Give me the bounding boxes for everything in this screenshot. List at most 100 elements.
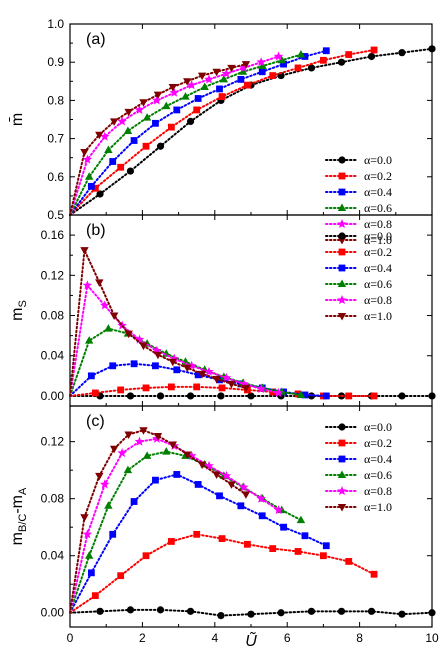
data-point bbox=[152, 95, 162, 105]
data-point bbox=[130, 498, 138, 505]
legend-marker bbox=[337, 219, 347, 229]
series-2 bbox=[69, 47, 330, 216]
data-point bbox=[197, 461, 207, 469]
legend-marker bbox=[338, 248, 346, 256]
data-point bbox=[142, 113, 152, 121]
data-point bbox=[142, 384, 150, 392]
data-point bbox=[186, 450, 197, 460]
data-point bbox=[130, 360, 138, 368]
data-point bbox=[301, 53, 309, 60]
data-point bbox=[212, 68, 221, 77]
data-point bbox=[96, 190, 104, 198]
series-4 bbox=[69, 280, 284, 397]
data-point bbox=[239, 62, 249, 72]
data-point bbox=[84, 336, 94, 344]
series-line bbox=[69, 246, 247, 397]
data-point bbox=[345, 392, 353, 400]
y-tick-label: 0.04 bbox=[41, 349, 65, 363]
legend-label: α=0.0 bbox=[364, 420, 392, 434]
data-point bbox=[322, 392, 330, 400]
data-point bbox=[200, 82, 209, 91]
legend-label: α=1.0 bbox=[364, 233, 392, 247]
data-point bbox=[256, 57, 266, 67]
series-line bbox=[69, 473, 328, 614]
data-point bbox=[126, 606, 135, 614]
data-point bbox=[186, 607, 195, 615]
data-point bbox=[186, 80, 197, 90]
panel-label: (b) bbox=[86, 222, 106, 239]
data-point bbox=[162, 447, 171, 455]
data-point bbox=[95, 131, 104, 140]
data-point bbox=[193, 383, 201, 391]
data-point bbox=[183, 451, 192, 459]
data-point bbox=[117, 572, 125, 580]
legend: α=0.0 α=0.2 α=0.4 α=0.6 α=0.8 α=1.0 bbox=[325, 420, 392, 514]
data-point bbox=[82, 529, 93, 539]
series-5 bbox=[69, 427, 251, 614]
data-point bbox=[134, 334, 145, 344]
data-point bbox=[398, 392, 406, 400]
y-tick-label: 0.12 bbox=[41, 435, 65, 449]
data-point bbox=[80, 148, 89, 157]
data-point bbox=[153, 91, 163, 100]
data-point bbox=[100, 131, 110, 141]
data-point bbox=[280, 523, 287, 531]
data-point bbox=[186, 117, 195, 126]
x-tick-label: 0 bbox=[67, 631, 74, 645]
x-tick-label: 2 bbox=[139, 631, 146, 645]
data-point bbox=[134, 436, 145, 446]
legend-marker bbox=[338, 172, 346, 180]
data-point bbox=[237, 502, 245, 510]
series-1 bbox=[69, 46, 378, 216]
y-axis-label: m̄ bbox=[9, 113, 26, 126]
data-point bbox=[370, 570, 378, 578]
data-point bbox=[221, 68, 232, 78]
legend-label: α=0.2 bbox=[364, 436, 392, 450]
data-point bbox=[153, 351, 163, 360]
data-point bbox=[241, 491, 251, 499]
data-point bbox=[117, 448, 127, 458]
data-point bbox=[428, 392, 436, 400]
data-point bbox=[82, 154, 93, 164]
y-tick-label: 0.12 bbox=[41, 268, 65, 282]
data-point bbox=[109, 445, 119, 454]
data-point bbox=[84, 551, 94, 559]
data-point bbox=[294, 64, 302, 72]
data-point bbox=[186, 392, 195, 400]
legend-marker bbox=[337, 486, 347, 496]
data-point bbox=[152, 119, 159, 127]
data-point bbox=[428, 609, 436, 617]
data-point bbox=[109, 530, 117, 538]
data-point bbox=[142, 552, 150, 560]
y-tick-label: 0.16 bbox=[41, 228, 65, 242]
data-point bbox=[221, 470, 232, 480]
data-point bbox=[398, 49, 406, 57]
data-point bbox=[173, 471, 181, 478]
data-point bbox=[183, 364, 192, 373]
data-point bbox=[273, 505, 284, 515]
y-tick-label: 0.04 bbox=[41, 549, 65, 563]
data-point bbox=[167, 383, 175, 391]
legend-marker bbox=[337, 470, 347, 478]
data-point bbox=[243, 386, 251, 394]
legend-marker bbox=[338, 455, 346, 463]
data-point bbox=[117, 116, 127, 126]
x-tick-label: 6 bbox=[284, 631, 291, 645]
data-point bbox=[124, 108, 133, 117]
data-point bbox=[217, 392, 225, 400]
data-point bbox=[273, 51, 284, 61]
data-point bbox=[345, 51, 353, 58]
legend-marker bbox=[337, 279, 347, 287]
y-tick-label: 0.08 bbox=[41, 309, 65, 323]
data-point bbox=[212, 375, 221, 384]
data-point bbox=[269, 72, 277, 79]
data-point bbox=[337, 607, 346, 615]
data-point bbox=[87, 372, 95, 380]
legend: α=0.0 α=0.2 α=0.4 α=0.6 α=0.8 α=1.0 bbox=[325, 153, 392, 247]
data-point bbox=[80, 514, 89, 522]
data-point bbox=[109, 312, 119, 321]
data-point bbox=[186, 360, 197, 370]
data-point bbox=[139, 99, 148, 107]
data-point bbox=[337, 58, 346, 66]
data-point bbox=[238, 67, 248, 75]
